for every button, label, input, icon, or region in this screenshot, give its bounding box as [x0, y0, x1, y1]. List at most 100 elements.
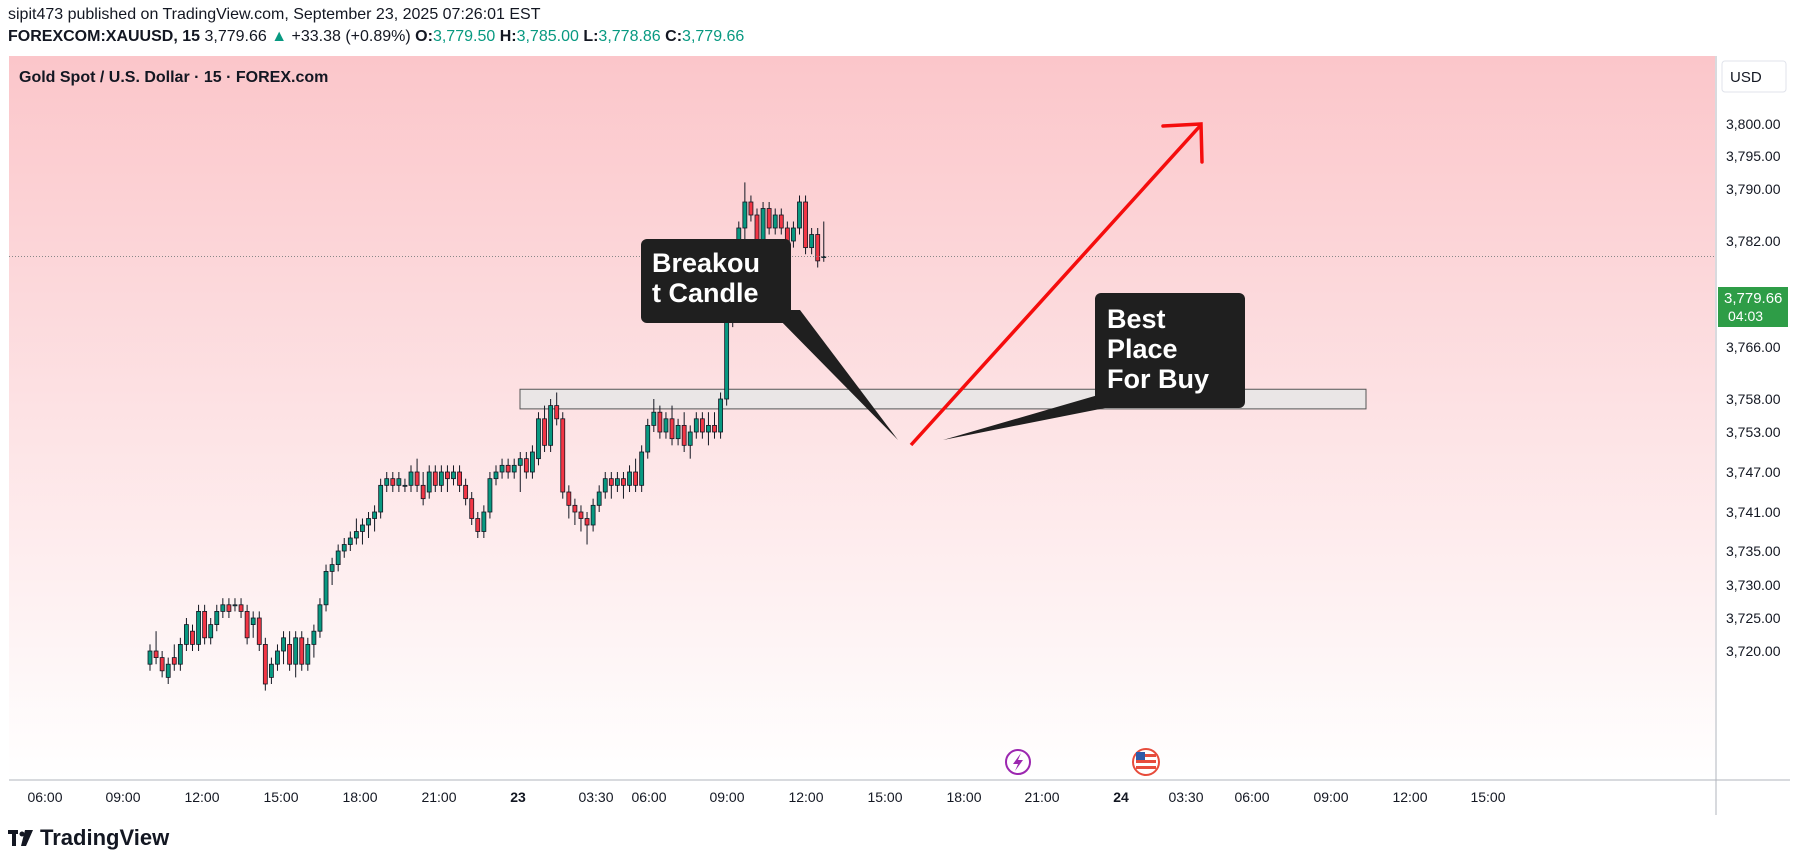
candle-body	[511, 464, 517, 473]
x-tick-label: 12:00	[788, 789, 823, 805]
candle-body	[608, 478, 614, 486]
candle-body	[499, 464, 505, 473]
candle-body	[560, 418, 566, 493]
candle-body	[347, 537, 353, 545]
candle-body	[323, 571, 329, 606]
candle-body	[414, 471, 420, 486]
candle-body	[396, 478, 402, 486]
x-tick-label: 15:00	[1470, 789, 1505, 805]
target-arrow-head	[1161, 122, 1204, 164]
candle-body	[366, 518, 371, 526]
price-badge-price: 3,779.66	[1724, 290, 1782, 307]
candle-body	[657, 411, 663, 433]
candle-body	[596, 491, 602, 506]
x-tick-label: 21:00	[1024, 789, 1059, 805]
x-tick-label: 09:00	[1313, 789, 1348, 805]
symbol-name[interactable]: FOREXCOM:XAUUSD, 15	[8, 28, 201, 45]
candle-body	[153, 650, 159, 658]
tradingview-logo-icon	[8, 830, 33, 846]
candle-body	[214, 611, 220, 626]
y-tick-label: 3,741.00	[1726, 504, 1781, 520]
candle-body	[706, 424, 711, 433]
candle-body	[663, 418, 669, 433]
low-label: L:	[583, 28, 599, 45]
candle-body	[809, 234, 815, 249]
candle-body	[426, 471, 432, 493]
candle-body	[190, 630, 195, 645]
open-label: O:	[415, 28, 433, 45]
candle-body	[451, 471, 456, 480]
price-change: +33.38 (+0.89%)	[291, 28, 411, 45]
candle-body	[693, 418, 699, 433]
price-axis[interactable]	[1716, 56, 1790, 779]
candle-body	[517, 458, 523, 466]
y-tick-label: 3,766.00	[1726, 339, 1781, 355]
candle-body	[226, 604, 232, 612]
candle-body	[614, 478, 620, 486]
y-tick-label: 3,782.00	[1726, 233, 1781, 249]
y-tick-label: 3,790.00	[1726, 181, 1781, 197]
candle-body	[287, 644, 293, 665]
candle-body	[493, 471, 499, 480]
candle-body	[171, 657, 177, 665]
candle-body	[317, 604, 323, 632]
candle-body	[681, 424, 687, 446]
high-value: 3,785.00	[516, 28, 579, 45]
lightning-icon[interactable]	[1005, 749, 1031, 775]
candle-body	[505, 464, 511, 473]
candle-body	[590, 504, 596, 526]
open-value: 3,779.50	[432, 28, 496, 45]
currency-button[interactable]: USD	[1730, 69, 1762, 86]
candle-body	[299, 637, 305, 665]
candle-body	[821, 256, 827, 258]
symbol-line: FOREXCOM:XAUUSD, 15 3,779.66 ▲ +33.38 (+…	[8, 26, 744, 48]
candle-body	[748, 201, 754, 216]
candle-body	[311, 630, 317, 645]
high-label: H:	[499, 28, 517, 45]
x-tick-label: 03:30	[1168, 789, 1203, 805]
candle-body	[335, 550, 341, 566]
candle-body	[457, 471, 462, 486]
buy-callout-text: Best	[1107, 304, 1166, 334]
x-tick-label: 06:00	[631, 789, 666, 805]
candle-body	[390, 478, 396, 486]
candle-body	[378, 484, 384, 513]
buy-callout-text: For Buy	[1107, 364, 1209, 394]
candle-body	[220, 604, 226, 612]
candle-body	[566, 491, 572, 506]
candle-body	[578, 511, 584, 519]
candle-body	[554, 405, 560, 420]
us-flag-icon[interactable]	[1132, 748, 1160, 776]
candle-body	[408, 471, 414, 486]
publish-info: sipit473 published on TradingView.com, S…	[8, 6, 541, 23]
time-axis[interactable]	[9, 780, 1715, 814]
candle-body	[384, 478, 390, 486]
currency-button-box[interactable]	[1721, 60, 1787, 93]
low-value: 3,778.86	[598, 28, 661, 45]
x-tick-label: 18:00	[342, 789, 377, 805]
candle-body	[530, 451, 535, 473]
candle-body	[487, 478, 493, 513]
x-tick-label: 12:00	[184, 789, 219, 805]
candle-body	[645, 424, 651, 453]
candle-body	[712, 424, 717, 433]
candle-body	[542, 418, 547, 446]
price-badge	[1718, 287, 1788, 327]
candle-body	[202, 611, 208, 639]
candle-body	[184, 624, 189, 645]
candle-body	[232, 604, 238, 607]
breakout-callout-text: t Candle	[652, 278, 759, 308]
y-tick-label: 3,725.00	[1726, 610, 1781, 626]
candle-body	[196, 611, 201, 645]
footer: TradingView	[8, 823, 169, 853]
buy-callout-text: Place	[1107, 334, 1178, 364]
candle-body	[463, 484, 469, 500]
up-arrow-icon: ▲	[271, 28, 288, 45]
candle-body	[742, 201, 748, 229]
candle-body	[699, 418, 705, 433]
candle-body	[165, 663, 171, 678]
candle-body	[675, 424, 681, 440]
x-tick-label: 24	[1113, 789, 1129, 805]
candle-body	[341, 544, 347, 552]
